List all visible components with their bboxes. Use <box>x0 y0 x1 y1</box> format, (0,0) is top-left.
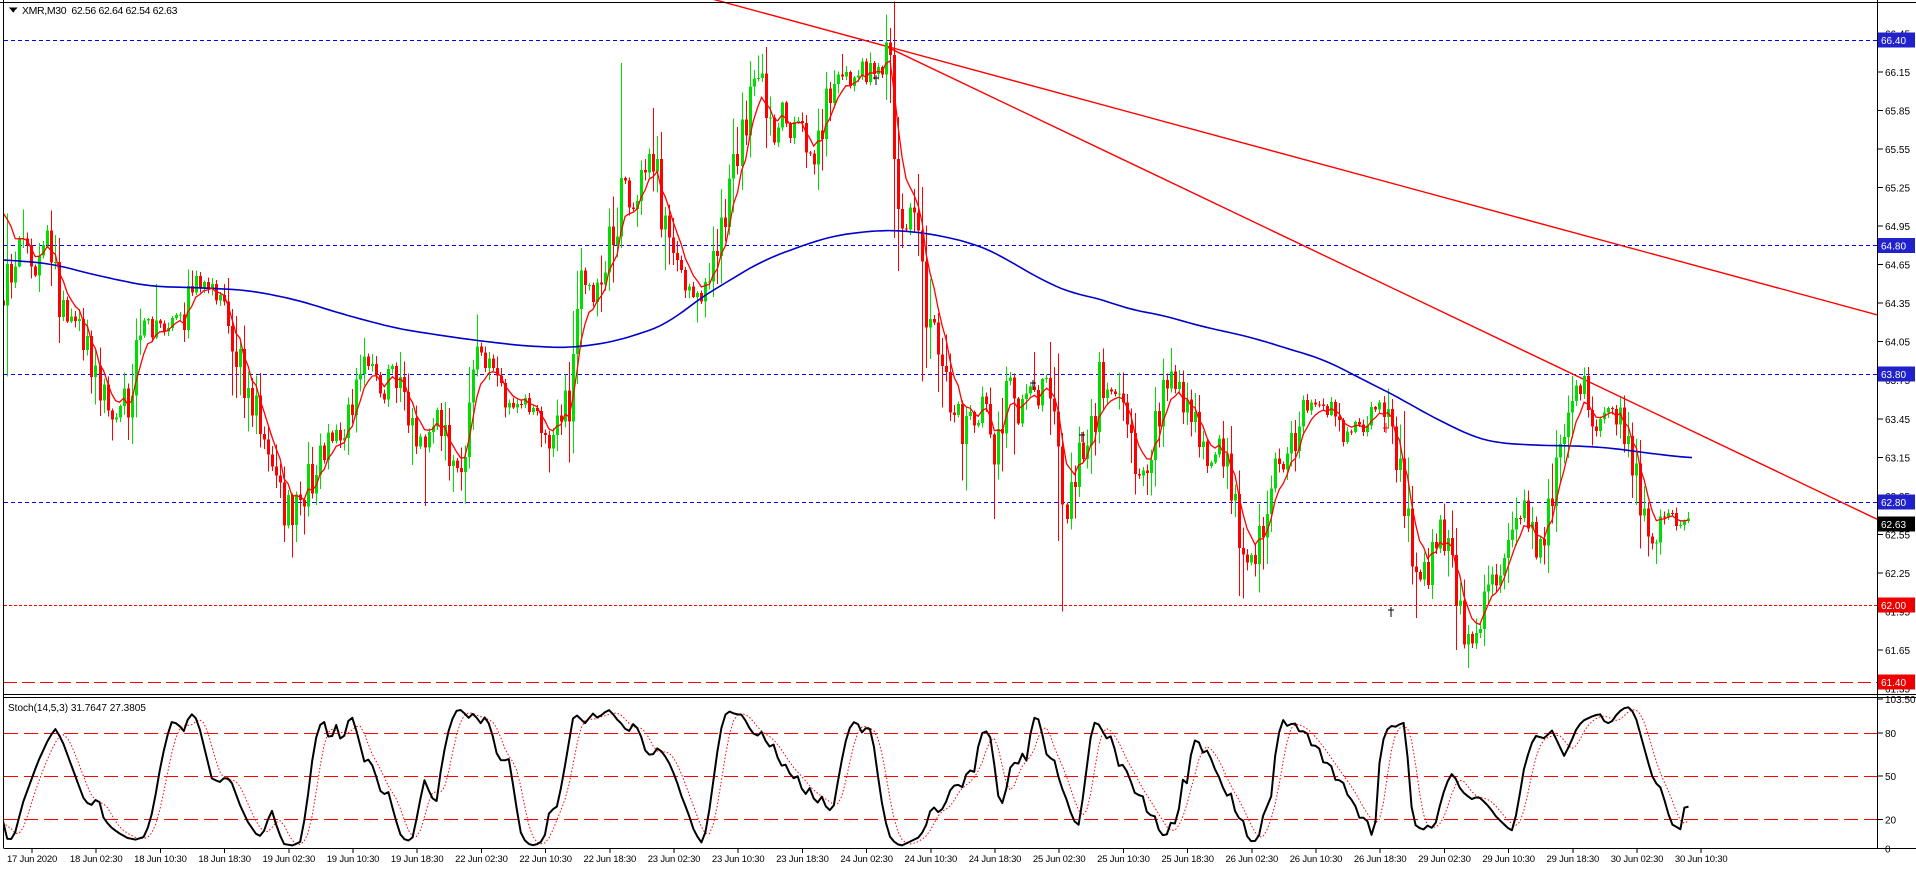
svg-text:64.95: 64.95 <box>1885 222 1910 233</box>
svg-text:18 Jun 10:30: 18 Jun 10:30 <box>134 854 187 865</box>
svg-text:23 Jun 18:30: 23 Jun 18:30 <box>776 854 829 865</box>
svg-text:26 Jun 02:30: 26 Jun 02:30 <box>1226 854 1279 865</box>
svg-text:22 Jun 18:30: 22 Jun 18:30 <box>584 854 637 865</box>
svg-text:26 Jun 18:30: 26 Jun 18:30 <box>1354 854 1407 865</box>
svg-text:80: 80 <box>1885 729 1897 740</box>
svg-text:18 Jun 02:30: 18 Jun 02:30 <box>70 854 123 865</box>
svg-text:20: 20 <box>1885 815 1897 826</box>
svg-text:66.15: 66.15 <box>1885 68 1910 79</box>
svg-text:18 Jun 18:30: 18 Jun 18:30 <box>198 854 251 865</box>
svg-text:24 Jun 10:30: 24 Jun 10:30 <box>905 854 958 865</box>
svg-text:22 Jun 10:30: 22 Jun 10:30 <box>519 854 572 865</box>
svg-text:29 Jun 10:30: 29 Jun 10:30 <box>1482 854 1535 865</box>
svg-text:50: 50 <box>1885 772 1897 783</box>
svg-text:19 Jun 02:30: 19 Jun 02:30 <box>263 854 316 865</box>
svg-text:63.45: 63.45 <box>1885 415 1910 426</box>
svg-text:30 Jun 10:30: 30 Jun 10:30 <box>1675 854 1728 865</box>
svg-text:61.40: 61.40 <box>1881 678 1906 689</box>
svg-text:61.35: 61.35 <box>1885 685 1910 696</box>
svg-text:62.25: 62.25 <box>1885 569 1910 580</box>
svg-text:24 Jun 02:30: 24 Jun 02:30 <box>840 854 893 865</box>
svg-text:Stoch(14,5,3) 31.7647 27.3805: Stoch(14,5,3) 31.7647 27.3805 <box>8 703 146 714</box>
svg-text:64.05: 64.05 <box>1885 338 1910 349</box>
svg-text:25 Jun 02:30: 25 Jun 02:30 <box>1033 854 1086 865</box>
svg-text:63.15: 63.15 <box>1885 453 1910 464</box>
svg-text:62.00: 62.00 <box>1881 601 1906 612</box>
svg-text:64.80: 64.80 <box>1881 241 1906 252</box>
svg-text:62.63: 62.63 <box>1881 520 1906 531</box>
svg-text:61.65: 61.65 <box>1885 646 1910 657</box>
svg-text:63.75: 63.75 <box>1885 376 1910 387</box>
svg-text:23 Jun 02:30: 23 Jun 02:30 <box>648 854 701 865</box>
svg-text:66.40: 66.40 <box>1881 36 1906 47</box>
svg-text:29 Jun 18:30: 29 Jun 18:30 <box>1547 854 1600 865</box>
svg-text:19 Jun 18:30: 19 Jun 18:30 <box>391 854 444 865</box>
svg-text:29 Jun 02:30: 29 Jun 02:30 <box>1418 854 1471 865</box>
svg-text:64.35: 64.35 <box>1885 299 1910 310</box>
svg-text:19 Jun 10:30: 19 Jun 10:30 <box>327 854 380 865</box>
svg-text:25 Jun 18:30: 25 Jun 18:30 <box>1161 854 1214 865</box>
svg-text:25 Jun 10:30: 25 Jun 10:30 <box>1097 854 1150 865</box>
svg-text:63.80: 63.80 <box>1881 370 1906 381</box>
svg-text:26 Jun 10:30: 26 Jun 10:30 <box>1290 854 1343 865</box>
svg-text:62.55: 62.55 <box>1885 530 1910 541</box>
svg-text:24 Jun 18:30: 24 Jun 18:30 <box>969 854 1022 865</box>
svg-text:64.65: 64.65 <box>1885 261 1910 272</box>
svg-text:103.5085: 103.5085 <box>1885 695 1916 706</box>
svg-text:0: 0 <box>1885 844 1891 855</box>
svg-text:30 Jun 02:30: 30 Jun 02:30 <box>1611 854 1664 865</box>
svg-text:17 Jun 2020: 17 Jun 2020 <box>7 854 57 865</box>
svg-text:65.55: 65.55 <box>1885 145 1910 156</box>
svg-text:XMR,M30 62.56 62.64 62.54 62.: XMR,M30 62.56 62.64 62.54 62.63 <box>22 5 178 17</box>
svg-text:62.80: 62.80 <box>1881 498 1906 509</box>
svg-text:65.25: 65.25 <box>1885 184 1910 195</box>
svg-text:61.95: 61.95 <box>1885 607 1910 618</box>
svg-text:22 Jun 02:30: 22 Jun 02:30 <box>455 854 508 865</box>
svg-text:65.85: 65.85 <box>1885 107 1910 118</box>
svg-text:23 Jun 10:30: 23 Jun 10:30 <box>712 854 765 865</box>
